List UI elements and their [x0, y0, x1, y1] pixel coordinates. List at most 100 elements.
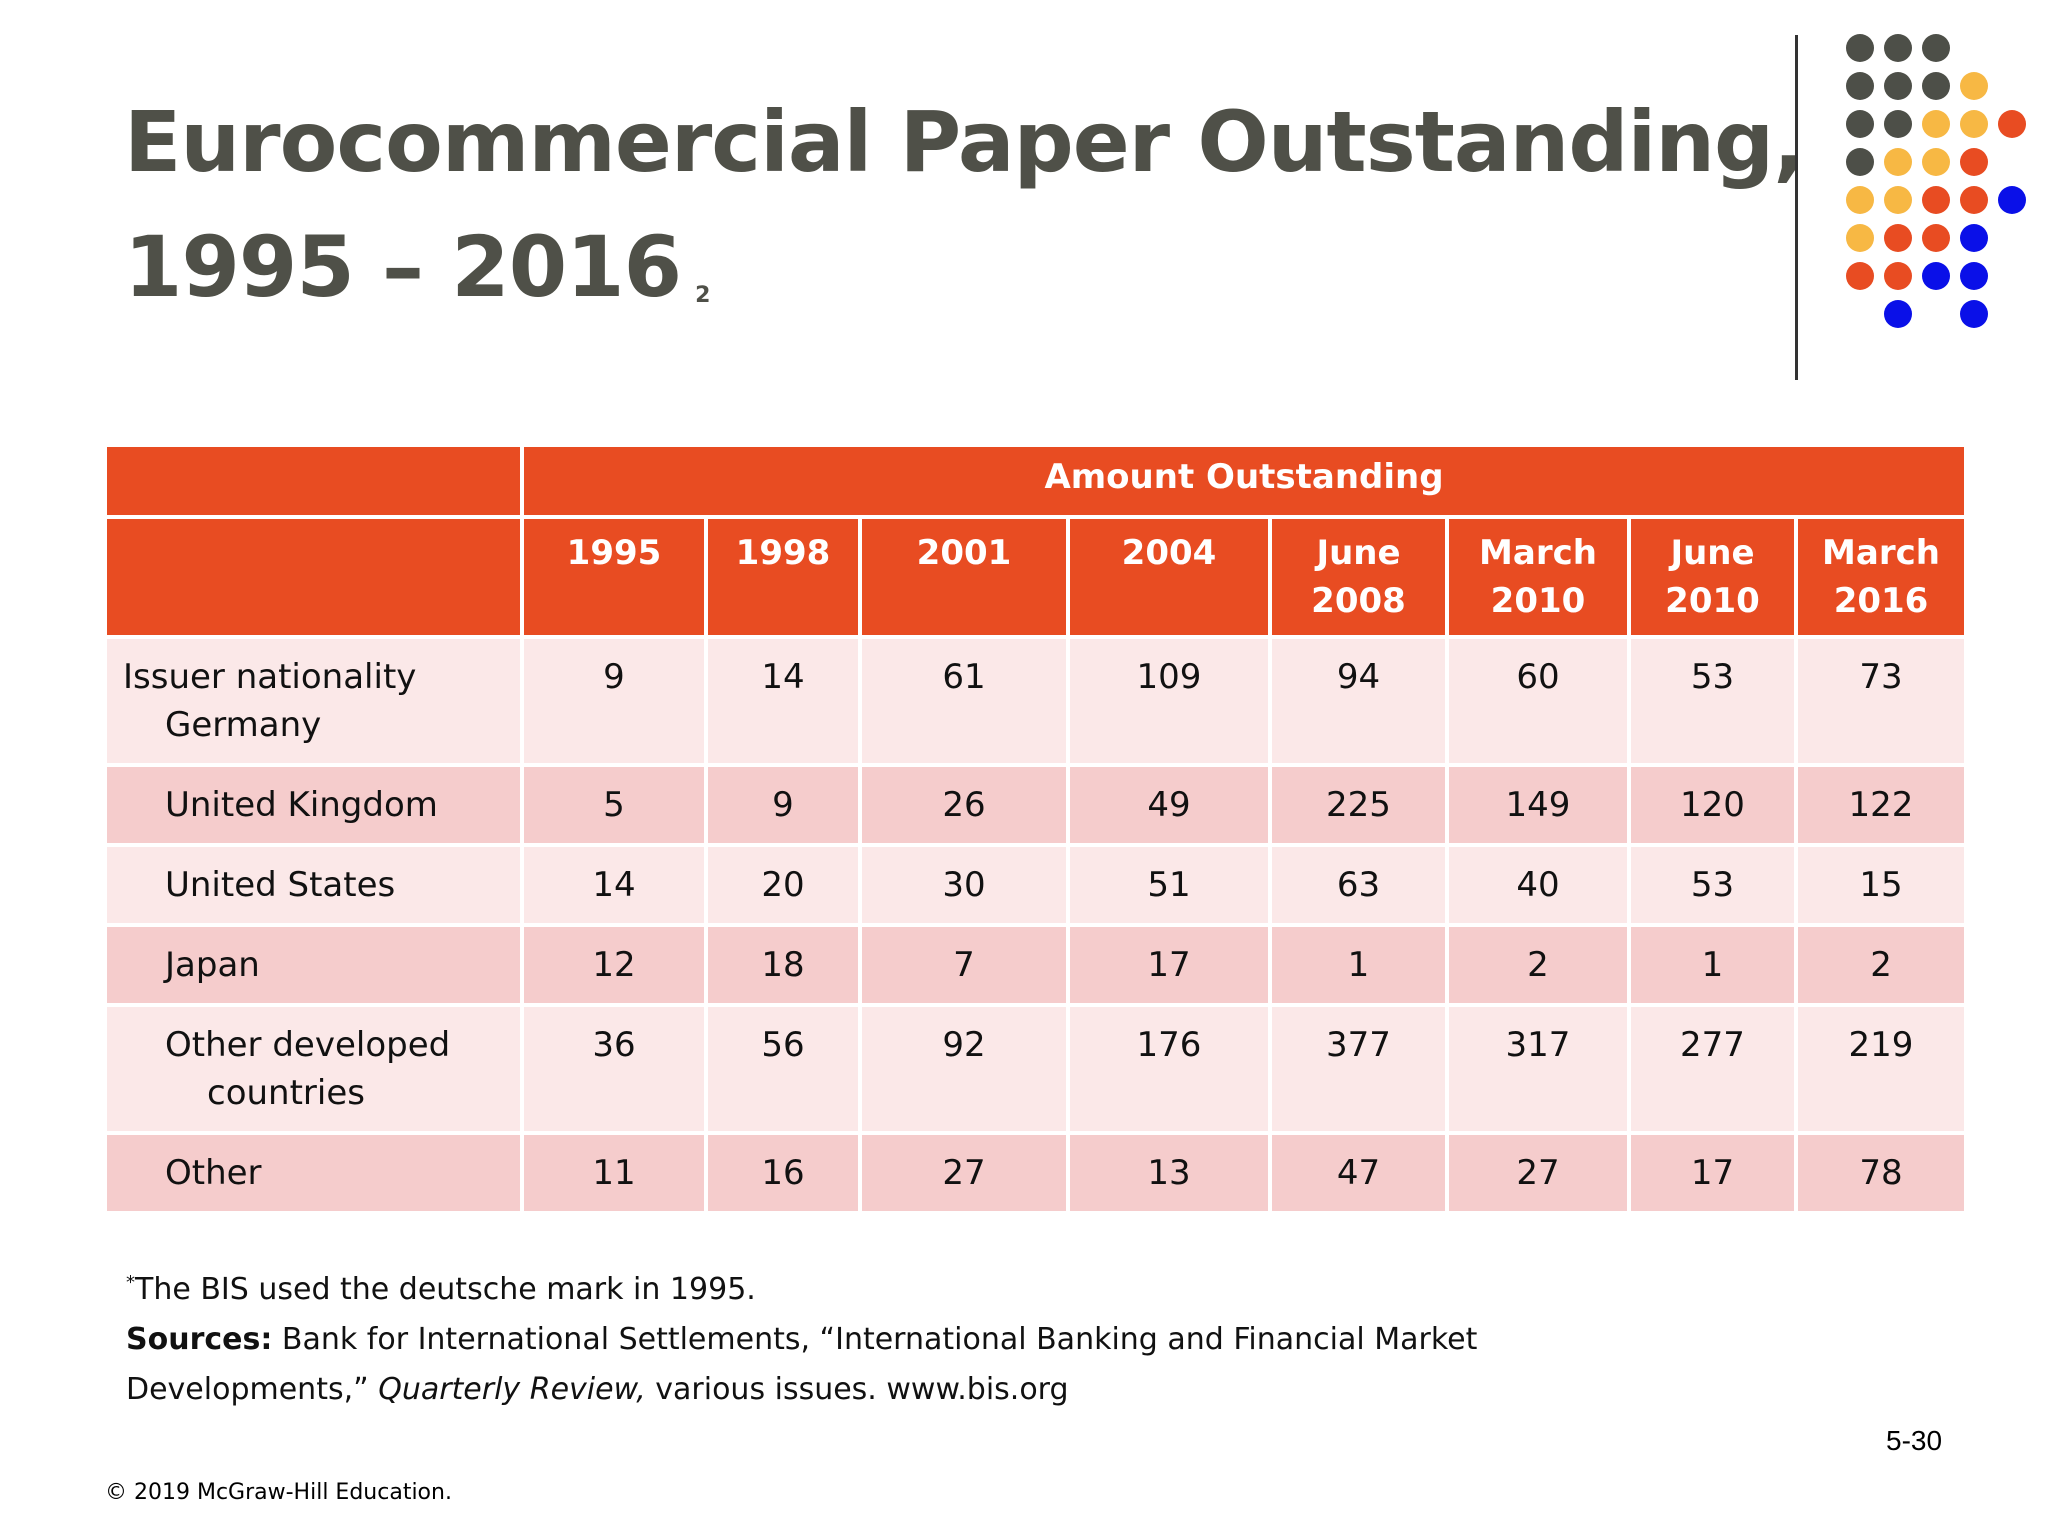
table-cell: 51 [1070, 847, 1268, 923]
sources-text-1: Bank for International Settlements, “Int… [272, 1322, 1478, 1357]
slide-title: Eurocommercial Paper Outstanding, 1995 –… [124, 80, 1805, 358]
paper-outstanding-table: Amount Outstanding 1995 1998 2001 2004 June 2… [103, 443, 1968, 1215]
table-cell: 78 [1798, 1135, 1965, 1211]
decorative-dot [1884, 224, 1912, 252]
sources-line-1: Sources: Bank for International Settleme… [126, 1315, 1477, 1365]
title-years: 1995 – 2016 [124, 218, 682, 316]
decorative-dot [1884, 300, 1912, 328]
column-header-line1: March [1822, 533, 1940, 573]
decorative-dot [1922, 262, 1950, 290]
column-header-line1: 1998 [735, 533, 831, 573]
decorative-dot [1846, 148, 1874, 176]
table-cell: 49 [1070, 767, 1268, 843]
page-number: 5-30 [1886, 1425, 1943, 1456]
table-cell: 14 [524, 847, 704, 923]
title-line-1: Eurocommercial Paper Outstanding, [124, 93, 1805, 191]
column-header-0: 1995 [524, 519, 704, 635]
row-label-line2: Germany [165, 705, 322, 745]
column-header-line2: 2010 [1665, 581, 1760, 621]
footnote-marker: * [126, 1272, 135, 1293]
row-label-line1: Other developed [165, 1025, 451, 1065]
decorative-dot [1884, 262, 1912, 290]
table-cell: 14 [708, 639, 858, 763]
table-cell: 18 [708, 927, 858, 1003]
table-cell: 26 [862, 767, 1066, 843]
sources-text-3: various issues. www.bis.org [645, 1372, 1069, 1407]
table-cell: 36 [524, 1007, 704, 1131]
table-cell: 16 [708, 1135, 858, 1211]
decorative-dot [1846, 34, 1874, 62]
table-cell: 5 [524, 767, 704, 843]
table-cell: 27 [862, 1135, 1066, 1211]
table-cell: 61 [862, 639, 1066, 763]
table-cell: 27 [1449, 1135, 1627, 1211]
column-header-4: June 2008 [1272, 519, 1445, 635]
row-label-line1: United Kingdom [165, 785, 438, 825]
row-label: United Kingdom [107, 767, 520, 843]
table-cell: 56 [708, 1007, 858, 1131]
table-cell: 53 [1631, 847, 1794, 923]
table-cell: 7 [862, 927, 1066, 1003]
decorative-dot [1998, 186, 2026, 214]
row-label-line1: United States [165, 865, 396, 905]
table-cell: 30 [862, 847, 1066, 923]
decorative-dot [1998, 110, 2026, 138]
decorative-dot [1960, 110, 1988, 138]
decorative-dot [1884, 110, 1912, 138]
decorative-dot [1884, 72, 1912, 100]
table-cell: 109 [1070, 639, 1268, 763]
table-cell: 219 [1798, 1007, 1965, 1131]
decorative-dot [1922, 34, 1950, 62]
row-label-line1: Other [165, 1153, 262, 1193]
table-cell: 122 [1798, 767, 1965, 843]
table-cell: 40 [1449, 847, 1627, 923]
table-cell: 60 [1449, 639, 1627, 763]
table-row: Issuer nationality Germany 9 14 61 109 94 60 53 7… [107, 639, 1965, 763]
decorative-dot [1846, 110, 1874, 138]
table-cell: 53 [1631, 639, 1794, 763]
column-header-line1: March [1479, 533, 1597, 573]
column-header-row: 1995 1998 2001 2004 June 2008 March 2010 June 201… [107, 519, 1965, 635]
table-row: Japan 12 18 7 17 1 2 1 2 [107, 927, 1965, 1003]
column-header-line1: 2001 [916, 533, 1012, 573]
table-cell: 92 [862, 1007, 1066, 1131]
decorative-dot [1846, 186, 1874, 214]
sources-text-2: Developments,” [126, 1372, 379, 1407]
table-cell: 377 [1272, 1007, 1445, 1131]
table-cell: 120 [1631, 767, 1794, 843]
table-cell: 17 [1070, 927, 1268, 1003]
decorative-dot [1922, 186, 1950, 214]
decorative-dot [1922, 72, 1950, 100]
column-header-2: 2001 [862, 519, 1066, 635]
row-label: Other [107, 1135, 520, 1211]
footnote-block: *The BIS used the deutsche mark in 1995.… [126, 1258, 1477, 1415]
column-header-line1: June [1670, 533, 1755, 573]
amount-outstanding-header: Amount Outstanding [524, 447, 1965, 515]
decorative-dot [1960, 186, 1988, 214]
table-cell: 17 [1631, 1135, 1794, 1211]
decorative-dot [1884, 148, 1912, 176]
table-cell: 1 [1272, 927, 1445, 1003]
table-cell: 277 [1631, 1007, 1794, 1131]
table-row: Other 11 16 27 13 47 27 17 78 [107, 1135, 1965, 1211]
decorative-dot [1846, 262, 1874, 290]
row-label: United States [107, 847, 520, 923]
table-cell: 13 [1070, 1135, 1268, 1211]
decorative-dot [1960, 224, 1988, 252]
copyright: © 2019 McGraw-Hill Education. [105, 1480, 452, 1505]
table-cell: 73 [1798, 639, 1965, 763]
column-header-6: June 2010 [1631, 519, 1794, 635]
column-header-line1: June [1316, 533, 1401, 573]
table-row: United States 14 20 30 51 63 40 53 15 [107, 847, 1965, 923]
table-cell: 2 [1449, 927, 1627, 1003]
table-cell: 225 [1272, 767, 1445, 843]
table-cell: 11 [524, 1135, 704, 1211]
group-header-row: Amount Outstanding [107, 447, 1965, 515]
column-header-5: March 2010 [1449, 519, 1627, 635]
table-cell: 176 [1070, 1007, 1268, 1131]
table-cell: 20 [708, 847, 858, 923]
table-cell: 2 [1798, 927, 1965, 1003]
table-cell: 9 [524, 639, 704, 763]
table-cell: 15 [1798, 847, 1965, 923]
table-row: Other developed countries 36 56 92 176 377 317 2… [107, 1007, 1965, 1131]
